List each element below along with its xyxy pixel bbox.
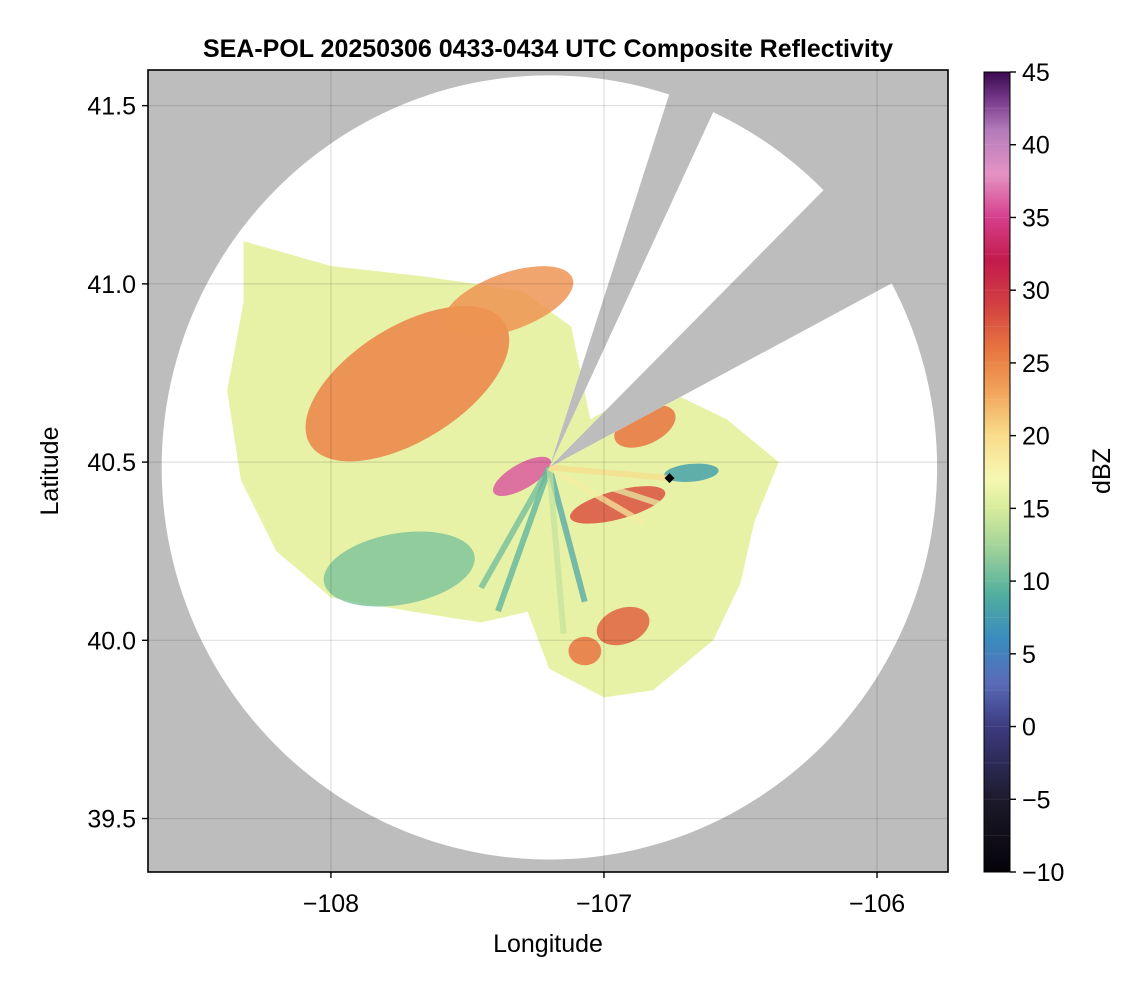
- echo-southeast-cell: [596, 606, 650, 646]
- colorbar-tick-label: 45: [1022, 59, 1050, 87]
- y-tick-label: 39.5: [87, 806, 136, 834]
- colorbar-tick-label: 20: [1022, 423, 1050, 451]
- plot-frame: [147, 69, 949, 873]
- x-tick-label: −107: [576, 890, 632, 918]
- colorbar-tick-label: 15: [1022, 495, 1050, 523]
- plot-area: [147, 69, 949, 873]
- echo-south-cell: [568, 636, 602, 666]
- y-tick-label: 41.0: [87, 271, 136, 299]
- y-tick-label: 40.0: [87, 627, 136, 655]
- colorbar: −10 −5 0 5 10 15 20 25 30 35 40 45 dBZ: [983, 59, 1116, 887]
- reflectivity-echoes: [227, 241, 779, 698]
- colorbar-tick-label: 25: [1022, 350, 1050, 378]
- x-axis-ticks: −108 −107 −106: [303, 872, 905, 918]
- echo-streak: [546, 467, 567, 634]
- colorbar-tick-label: 40: [1022, 132, 1050, 160]
- colorbar-ticks: −10 −5 0 5 10 15 20 25 30 35 40 45: [984, 59, 1064, 887]
- echo-southwest-weak-area: [323, 531, 475, 607]
- chart-title: SEA-POL 20250306 0433-0434 UTC Composite…: [203, 35, 893, 63]
- echo-streak: [548, 464, 694, 518]
- echo-streak: [495, 466, 553, 613]
- echo-north-band: [443, 266, 574, 338]
- echo-core-near-radar: [493, 456, 552, 496]
- echo-streak: [549, 464, 673, 482]
- x-tick-label: −108: [303, 890, 359, 918]
- echo-east-weak-band: [664, 463, 719, 482]
- colorbar-tick-label: −5: [1022, 786, 1051, 814]
- echo-streak: [546, 466, 588, 603]
- marker-layer: [664, 473, 675, 484]
- colorbar-bar: [983, 71, 1011, 873]
- colorbar-tick-label: 5: [1022, 641, 1036, 669]
- y-tick-label: 40.5: [87, 449, 136, 477]
- gridlines: [148, 70, 948, 872]
- x-axis-label: Longitude: [493, 930, 603, 958]
- echo-northwest-stratiform-band: [305, 306, 510, 462]
- echo-streak: [547, 464, 646, 526]
- colorbar-tick-label: 30: [1022, 277, 1050, 305]
- colorbar-label: dBZ: [1088, 448, 1116, 494]
- colorbar-tick-label: 10: [1022, 568, 1050, 596]
- y-tick-label: 41.5: [87, 93, 136, 121]
- y-axis-label: Latitude: [36, 427, 64, 516]
- colorbar-tick-label: −10: [1022, 859, 1064, 887]
- y-axis-ticks: 39.5 40.0 40.5 41.0 41.5: [87, 93, 148, 834]
- echo-streak: [478, 465, 552, 590]
- site-marker: [664, 473, 675, 484]
- x-tick-label: −106: [849, 890, 905, 918]
- colorbar-tick-label: 35: [1022, 204, 1050, 232]
- colorbar-tick-label: 0: [1022, 714, 1036, 742]
